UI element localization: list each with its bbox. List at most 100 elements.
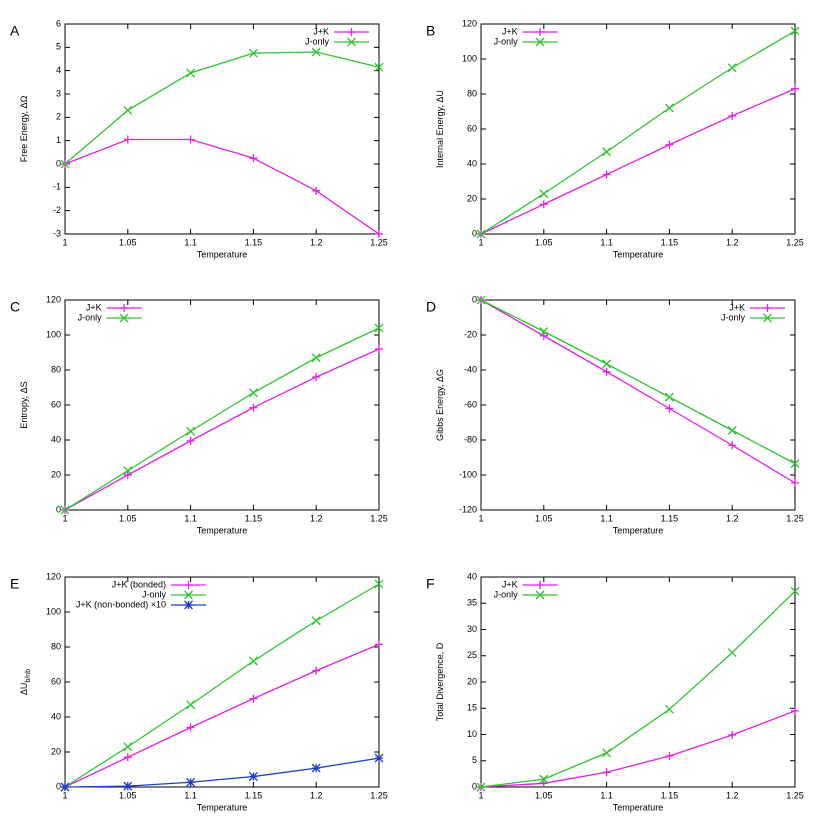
y-tick-label: 40	[51, 711, 61, 721]
data-point	[728, 111, 737, 120]
legend-marker	[184, 581, 193, 589]
x-tick-label: 1	[62, 237, 67, 247]
series-line	[480, 299, 796, 465]
data-point	[539, 331, 548, 340]
y-tick-label: 20	[467, 676, 477, 686]
y-tick-label: 15	[467, 703, 477, 713]
legend-marker	[535, 590, 545, 600]
data-point	[186, 68, 196, 78]
panel-label: A	[10, 23, 20, 39]
x-axis-label: Temperature	[197, 249, 248, 259]
data-point	[123, 466, 133, 476]
data-point	[123, 742, 133, 752]
data-point	[375, 640, 383, 649]
data-point	[311, 47, 321, 57]
y-tick-label: 120	[46, 571, 61, 581]
y-tick-label: 0	[472, 228, 477, 238]
data-point	[60, 782, 70, 792]
y-axis-label-text: Gibbs Energy, ΔG	[435, 369, 445, 441]
legend-marker	[535, 37, 545, 47]
x-tick-label: 1	[478, 513, 483, 523]
y-axis-label-text: ΔU	[19, 683, 29, 696]
x-tick-label: 1.1	[184, 513, 197, 523]
y-tick-label: 0	[56, 504, 61, 514]
series-line	[64, 51, 380, 165]
panel: -120 -100 -80 -60 -40 -20 0 1 1.05 1.1 1.15 1.2 1.25…	[426, 294, 804, 535]
data-point	[186, 700, 196, 710]
legend-marker	[536, 28, 545, 36]
legend-label: J+K	[313, 26, 329, 36]
legend-label: J-only	[494, 589, 519, 599]
y-tick-label: 4	[56, 65, 61, 75]
data-point	[476, 295, 486, 305]
data-point	[728, 441, 737, 450]
data-point	[248, 48, 258, 58]
legend-marker	[763, 313, 772, 323]
data-point	[311, 616, 321, 626]
data-point	[123, 471, 132, 479]
data-point	[665, 752, 674, 761]
legend-marker	[120, 304, 129, 312]
data-point	[664, 392, 674, 402]
legend-marker	[347, 28, 356, 36]
x-tick-label: 1.1	[600, 237, 613, 247]
plot-frame	[64, 299, 380, 511]
legend-label: J-only	[305, 36, 330, 46]
data-point	[727, 648, 737, 658]
data-point	[186, 777, 196, 787]
y-axis-label: ΔUb/nb	[19, 669, 31, 695]
y-axis-label-text: Free Energy, ΔΩ	[19, 95, 29, 162]
data-point	[539, 774, 549, 784]
panel: 0 20 40 60 80 100 120 1 1.05 1.1 1.15 1.2 1.25 Temper…	[426, 18, 804, 259]
legend-label: J-only	[721, 312, 746, 322]
data-point	[727, 425, 737, 435]
data-point	[374, 753, 384, 763]
y-axis-label: Total Divergence, D	[435, 642, 445, 721]
series-line	[64, 348, 380, 511]
x-tick-label: 1	[62, 513, 67, 523]
y-tick-label: 60	[51, 399, 61, 409]
x-tick-label: 1.2	[310, 513, 323, 523]
data-point	[123, 781, 133, 791]
data-point	[312, 186, 321, 195]
panel-label: B	[426, 23, 435, 39]
y-tick-label: 10	[467, 729, 477, 739]
series-line	[64, 138, 380, 235]
y-axis-label-text: Entropy, ΔS	[19, 381, 29, 428]
panel: -3 -2 -1 0 1 2 3 4 5 6 1 1.05 1.1 1.15 1.2 1.25 Temperat…	[10, 18, 388, 259]
data-point	[311, 763, 321, 773]
y-tick-label: 120	[462, 18, 477, 28]
legend-marker	[347, 37, 356, 47]
data-point	[186, 436, 195, 445]
data-point	[539, 327, 549, 336]
y-tick-label: 35	[467, 598, 477, 608]
data-point	[248, 656, 258, 666]
data-point	[476, 229, 486, 239]
x-axis-label: Temperature	[197, 802, 248, 812]
y-axis-label-text: Total Divergence, D	[435, 642, 445, 721]
y-axis-label-text: Internal Energy, ΔU	[435, 90, 445, 168]
y-tick-label: 100	[462, 53, 477, 63]
x-tick-label: 1.05	[535, 237, 553, 247]
legend-label: J-only	[142, 589, 167, 599]
y-tick-label: 5	[56, 42, 61, 52]
data-point	[602, 367, 611, 376]
series-line	[480, 30, 796, 235]
x-tick-label: 1.1	[184, 790, 197, 800]
y-tick-label: -60	[464, 399, 477, 409]
panel-label: E	[10, 576, 19, 592]
y-tick-label: 0	[472, 294, 477, 304]
x-tick-label: 1.25	[786, 790, 804, 800]
data-point	[727, 63, 737, 73]
y-tick-label: 80	[467, 88, 477, 98]
y-tick-label: 5	[472, 755, 477, 765]
data-point	[790, 26, 800, 36]
legend-label: J-only	[78, 312, 103, 322]
data-point	[249, 154, 258, 163]
y-axis-label: Internal Energy, ΔU	[435, 90, 445, 168]
series-line	[480, 299, 796, 484]
plot-frame	[64, 23, 380, 235]
data-point	[602, 170, 611, 179]
series-line	[64, 327, 380, 511]
